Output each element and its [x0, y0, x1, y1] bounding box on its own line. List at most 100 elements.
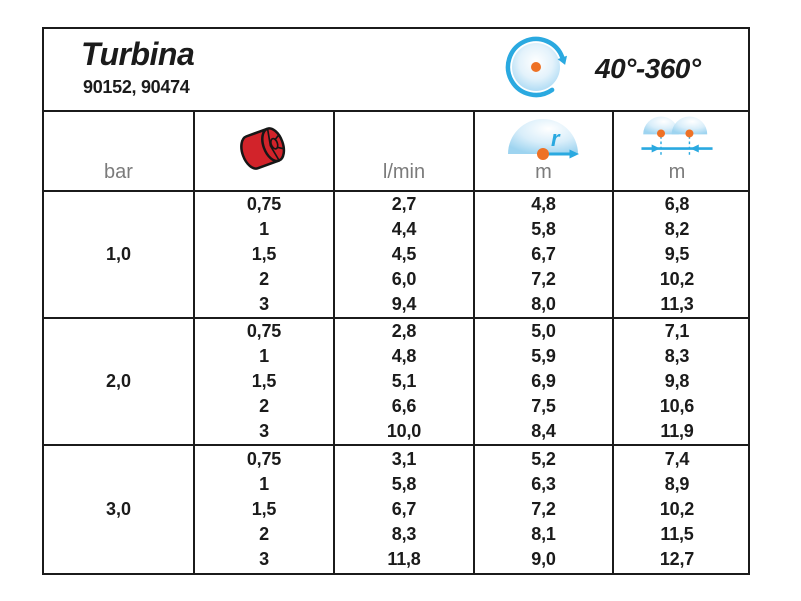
value-line: 6,3 [531, 474, 556, 494]
product-codes: 90152, 90474 [83, 77, 190, 97]
value-line: 8,1 [531, 524, 556, 544]
value-line: 0,75 [246, 321, 282, 341]
value-line: 6,7 [531, 244, 556, 264]
sprinkler-dot [531, 62, 541, 72]
radius-r-label: r [551, 126, 561, 151]
value-line: 3,1 [391, 449, 417, 469]
rotation-arrow-arc [505, 36, 565, 98]
nozzle-iconwrap [195, 112, 333, 183]
value-line: 2,8 [391, 321, 417, 341]
pressure-cell: 3,0 [44, 446, 193, 573]
value-line: 9,5 [664, 244, 690, 264]
value-line: 7,2 [531, 269, 556, 289]
value-line: 9,4 [391, 294, 417, 314]
nozzle-header-cell [193, 112, 333, 190]
value-line: 10,2 [659, 499, 695, 519]
title-row: Turbina 90152, 90474 40°-360° [44, 29, 748, 112]
spacing-arrowhead-right [690, 144, 699, 153]
spacing-iconwrap [614, 112, 740, 161]
radius-cell: 5,0 5,9 6,9 7,5 8,4 [473, 319, 612, 444]
value-line: 4,4 [391, 219, 417, 239]
value-line: 11,9 [660, 421, 694, 441]
pressure-value: 2,0 [105, 371, 132, 391]
pressure-value: 1,0 [105, 244, 132, 264]
value-line: 0,75 [246, 194, 282, 214]
radius-iconwrap: r [475, 112, 612, 161]
table-row: 1,0 0,75 1 1,5 2 3 2,7 4,4 4,5 6,0 9,4 4,8 5,8 6,7… [44, 192, 748, 319]
value-line: 9,0 [531, 549, 556, 569]
value-line: 10,2 [659, 269, 695, 289]
value-line: 7,2 [531, 499, 556, 519]
pressure-value: 3,0 [105, 499, 132, 519]
spacing-header-cell: m [612, 112, 740, 190]
value-line: 6,0 [391, 269, 417, 289]
spacing-arrowhead-left [651, 144, 661, 153]
value-line: 3 [259, 549, 269, 569]
value-line: 7,5 [531, 396, 556, 416]
value-line: 8,4 [531, 421, 556, 441]
throw-radius-icon: r [507, 118, 579, 160]
radius-arrowhead [569, 149, 579, 158]
product-title: Turbina [81, 36, 195, 72]
radius-header-cell: r m [473, 112, 612, 190]
value-line: 4,8 [391, 346, 417, 366]
value-line: 3 [259, 294, 269, 314]
spacing-cell: 7,4 8,9 10,2 11,5 12,7 [612, 446, 740, 573]
sprinkler-dot [685, 128, 694, 137]
angle-range-label: 40°-360° [595, 53, 701, 84]
rotation-arrowhead [557, 55, 567, 65]
value-line: 8,2 [664, 219, 690, 239]
sprinkler-spacing-icon [641, 116, 713, 157]
nozzle-sizes-cell: 0,75 1 1,5 2 3 [193, 446, 333, 573]
sprinkler-dot [657, 128, 665, 137]
value-line: 5,9 [531, 346, 556, 366]
value-line: 10,0 [386, 421, 422, 441]
table-row: 2,0 0,75 1 1,5 2 3 2,8 4,8 5,1 6,6 10,0 5,0 5,9 6,… [44, 319, 748, 446]
spec-table: Turbina 90152, 90474 40°-360° [42, 27, 750, 575]
value-line: 6,6 [391, 396, 417, 416]
flow-cell: 3,1 5,8 6,7 8,3 11,8 [333, 446, 473, 573]
value-line: 6,7 [391, 499, 417, 519]
value-line: 1 [259, 219, 269, 239]
spacing-unit-label: m [668, 161, 686, 183]
value-line: 1,5 [251, 371, 277, 391]
value-line: 3 [259, 421, 269, 441]
flow-unit-label: l/min [382, 161, 426, 183]
value-line: 5,1 [391, 371, 417, 391]
value-line: 5,2 [531, 449, 556, 469]
value-line: 1,5 [251, 499, 277, 519]
value-line: 0,75 [246, 449, 282, 469]
flow-cell: 2,7 4,4 4,5 6,0 9,4 [333, 192, 473, 317]
value-line: 9,8 [664, 371, 690, 391]
rotation-range-icon [505, 36, 567, 98]
pressure-cell: 2,0 [44, 319, 193, 444]
nozzle-sizes-cell: 0,75 1 1,5 2 3 [193, 192, 333, 317]
flow-header-cell: l/min [333, 112, 473, 190]
value-line: 1 [259, 346, 269, 366]
nozzle-sizes-cell: 0,75 1 1,5 2 3 [193, 319, 333, 444]
value-line: 4,5 [391, 244, 417, 264]
value-line: 2 [259, 524, 269, 544]
red-nozzle-icon [240, 126, 286, 170]
value-line: 6,8 [664, 194, 690, 214]
pressure-header-cell: bar [44, 112, 193, 190]
value-line: 2,7 [391, 194, 417, 214]
sprinkler-dot [536, 147, 549, 160]
radius-unit-label: m [535, 161, 552, 183]
value-line: 7,4 [664, 449, 690, 469]
value-line: 8,9 [664, 474, 690, 494]
value-line: 8,3 [391, 524, 417, 544]
value-line: 5,8 [531, 219, 556, 239]
table-row: 3,0 0,75 1 1,5 2 3 3,1 5,8 6,7 8,3 11,8 5,2 6,3 7,… [44, 446, 748, 573]
flow-cell: 2,8 4,8 5,1 6,6 10,0 [333, 319, 473, 444]
value-line: 11,8 [387, 549, 421, 569]
pressure-unit-label: bar [104, 161, 133, 183]
value-line: 7,1 [664, 321, 690, 341]
value-line: 5,0 [531, 321, 556, 341]
value-line: 6,9 [531, 371, 556, 391]
value-line: 8,3 [664, 346, 690, 366]
value-line: 1,5 [251, 244, 277, 264]
column-header-row: bar l/min [44, 112, 748, 192]
value-line: 2 [259, 269, 269, 289]
